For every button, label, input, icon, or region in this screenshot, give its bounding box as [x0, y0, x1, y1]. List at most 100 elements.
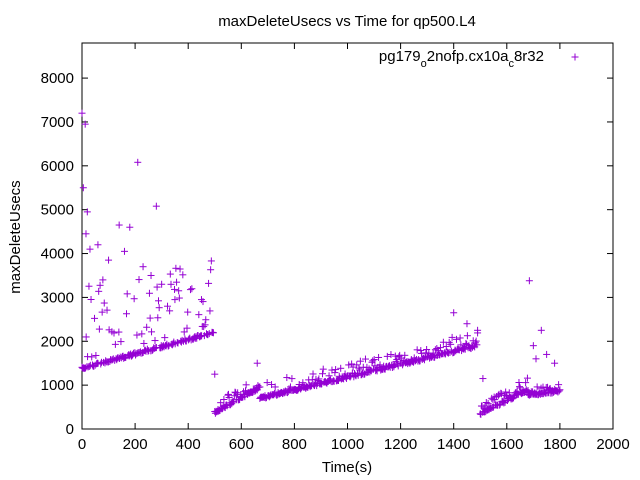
x-tick: 800: [282, 43, 307, 453]
data-point: [158, 280, 166, 288]
data-point: [529, 342, 537, 350]
data-point: [503, 393, 511, 401]
data-point: [176, 265, 184, 273]
data-point: [170, 285, 178, 293]
data-point: [356, 357, 364, 365]
data-point: [135, 276, 143, 284]
legend-label: pg179o2nofp.cx10ac8r32: [379, 48, 544, 70]
data-point: [423, 346, 431, 354]
data-point: [133, 331, 141, 339]
y-tick: 2000: [41, 333, 613, 350]
y-tick-label: 2000: [41, 333, 74, 350]
data-point: [88, 353, 96, 361]
data-point: [205, 279, 213, 287]
data-point: [83, 208, 91, 216]
data-point: [361, 355, 369, 363]
data-point: [87, 295, 95, 303]
data-point: [188, 285, 196, 293]
data-point: [204, 331, 212, 339]
data-point: [331, 369, 339, 377]
data-point: [91, 314, 99, 322]
data-point: [356, 366, 364, 374]
data-point: [543, 350, 551, 358]
data-point: [82, 230, 90, 238]
data-point: [522, 386, 530, 394]
data-point: [306, 383, 314, 391]
x-tick: 200: [123, 43, 148, 453]
data-point: [115, 221, 123, 229]
x-tick: 1000: [331, 43, 364, 453]
y-tick-label: 1000: [41, 377, 74, 394]
data-point: [94, 241, 102, 249]
data-point: [348, 360, 356, 368]
y-tick: 6000: [41, 158, 613, 175]
data-point: [461, 345, 469, 353]
x-tick: 400: [176, 43, 201, 453]
data-point: [234, 389, 242, 397]
data-point: [387, 351, 395, 359]
data-point: [242, 381, 250, 389]
data-point: [349, 363, 357, 371]
data-point: [152, 202, 160, 210]
data-point: [491, 396, 499, 404]
data-point: [173, 278, 181, 286]
data-point: [161, 334, 169, 342]
data-point: [375, 353, 383, 361]
data-point: [299, 379, 307, 387]
data-point: [325, 372, 333, 380]
data-point: [96, 281, 104, 289]
data-point: [473, 341, 481, 349]
data-point: [253, 359, 261, 367]
data-point: [201, 321, 209, 329]
data-point: [81, 120, 89, 128]
y-tick: 7000: [41, 114, 613, 131]
y-tick: 5000: [41, 202, 613, 219]
data-point: [134, 158, 142, 166]
x-tick: 1400: [437, 43, 470, 453]
data-point: [533, 383, 541, 391]
y-tick: 0: [66, 421, 613, 438]
data-point: [256, 383, 264, 391]
data-point: [207, 257, 215, 265]
data-point: [522, 379, 530, 387]
data-point: [175, 287, 183, 295]
data-point: [78, 109, 86, 117]
data-point: [82, 333, 90, 341]
data-point: [371, 362, 379, 370]
data-point: [263, 379, 271, 387]
data-point: [370, 356, 378, 364]
x-tick-label: 200: [123, 436, 148, 453]
data-point: [164, 342, 172, 350]
data-point: [516, 383, 524, 391]
y-tick: 1000: [41, 377, 613, 394]
data-point: [511, 392, 519, 400]
data-point: [355, 364, 363, 372]
data-point: [105, 256, 113, 264]
data-point: [484, 399, 492, 407]
data-point: [525, 277, 533, 285]
data-point: [117, 338, 125, 346]
data-point: [502, 388, 510, 396]
data-point: [225, 393, 233, 401]
data-point: [146, 314, 154, 322]
data-point: [147, 271, 155, 279]
data-point: [184, 308, 192, 316]
data-point: [366, 368, 374, 376]
data-point: [401, 351, 409, 359]
data-point: [111, 340, 119, 348]
x-tick-label: 400: [176, 436, 201, 453]
data-point: [103, 306, 111, 314]
y-tick-label: 5000: [41, 202, 74, 219]
legend-marker: [571, 53, 579, 61]
legend-text-part: 8r32: [514, 48, 544, 65]
y-axis-label: maxDeleteUsecs: [7, 180, 24, 293]
data-point: [171, 296, 179, 304]
x-tick-label: 600: [229, 436, 254, 453]
data-point: [140, 339, 148, 347]
data-point: [179, 271, 187, 279]
data-point: [470, 342, 478, 350]
data-point: [499, 397, 507, 405]
data-point: [433, 345, 441, 353]
data-point: [456, 334, 464, 342]
